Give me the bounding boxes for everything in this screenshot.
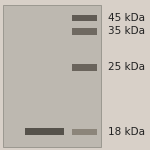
- FancyBboxPatch shape: [72, 64, 97, 71]
- FancyBboxPatch shape: [3, 4, 101, 147]
- Text: 45 kDa: 45 kDa: [108, 13, 145, 23]
- Text: 25 kDa: 25 kDa: [108, 63, 145, 72]
- FancyBboxPatch shape: [72, 28, 97, 35]
- FancyBboxPatch shape: [25, 128, 64, 135]
- Text: 18 kDa: 18 kDa: [108, 127, 145, 137]
- Text: 35 kDa: 35 kDa: [108, 27, 145, 36]
- FancyBboxPatch shape: [72, 15, 97, 21]
- FancyBboxPatch shape: [72, 129, 97, 135]
